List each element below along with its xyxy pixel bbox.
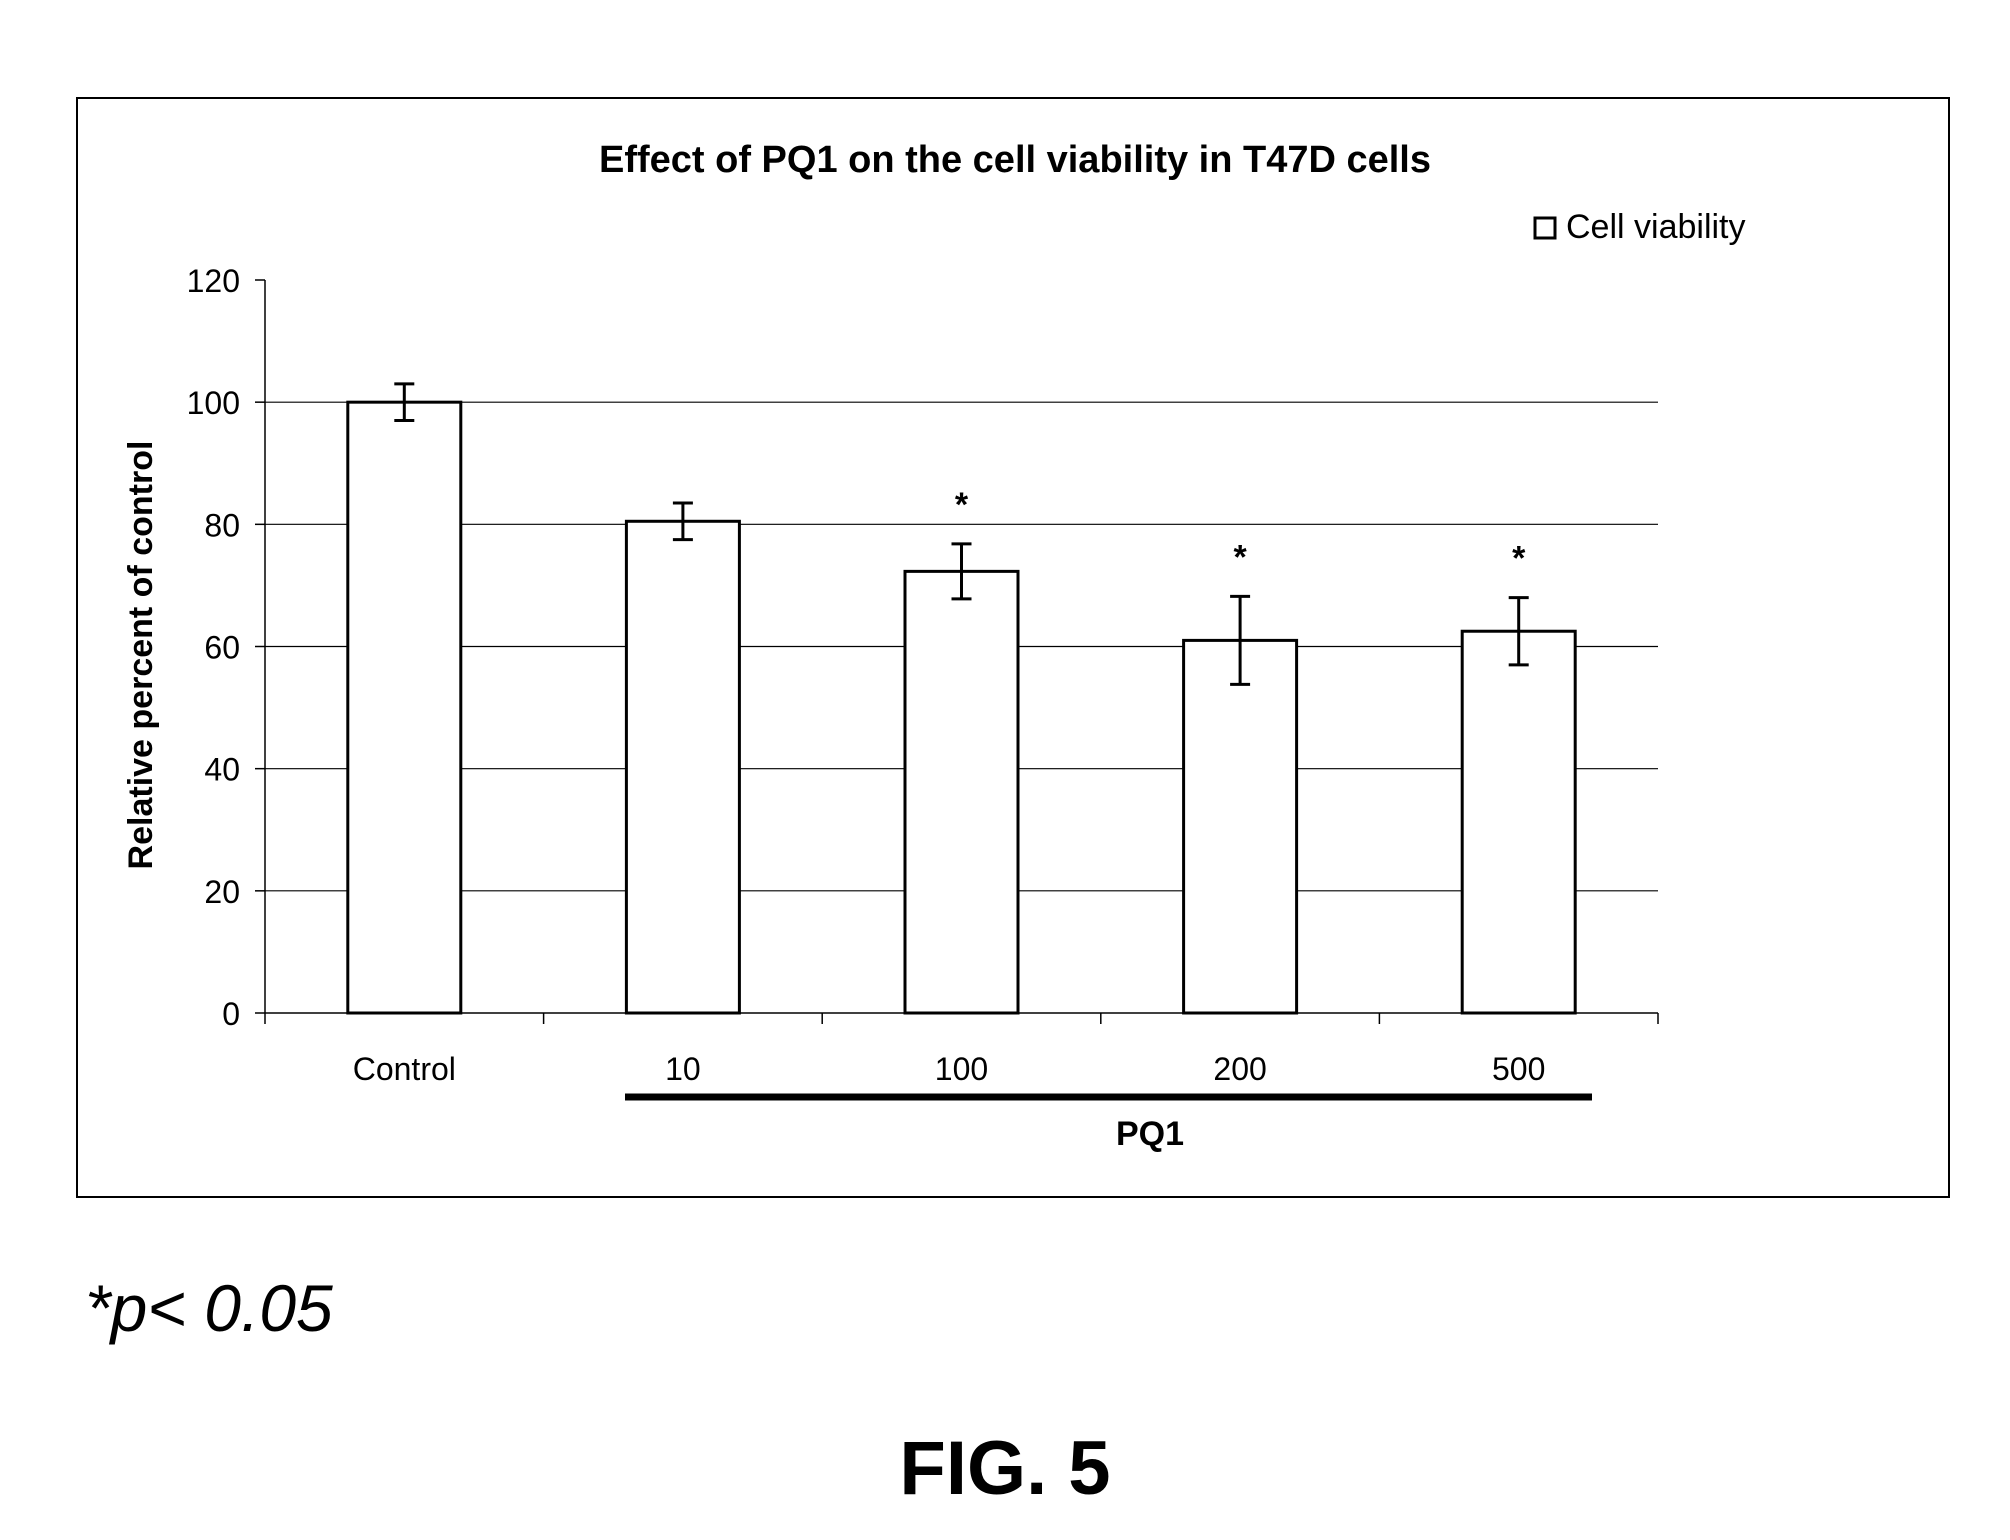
x-tick-label: Control xyxy=(353,1051,456,1087)
y-tick-label: 20 xyxy=(204,874,240,910)
x-tick-label: 500 xyxy=(1492,1051,1545,1087)
legend: Cell viability xyxy=(1535,208,1746,246)
y-tick-label: 120 xyxy=(187,263,240,299)
x-tick-label: 10 xyxy=(665,1051,701,1087)
chart-title: Effect of PQ1 on the cell viability in T… xyxy=(599,139,1431,181)
x-axis-label: PQ1 xyxy=(1116,1115,1184,1153)
y-axis-label: Relative percent of control xyxy=(122,441,160,870)
x-tick-label: 100 xyxy=(935,1051,988,1087)
significance-marker: * xyxy=(1233,538,1247,576)
y-tick-label: 100 xyxy=(187,385,240,421)
y-tick-label: 40 xyxy=(204,752,240,788)
y-tick-label: 60 xyxy=(204,630,240,666)
legend-swatch xyxy=(1535,218,1555,238)
bar-10 xyxy=(626,521,739,1013)
bar-Control xyxy=(348,402,461,1013)
figure-label: FIG. 5 xyxy=(0,1425,2010,1512)
significance-footnote: *p< 0.05 xyxy=(85,1270,333,1346)
significance-marker: * xyxy=(1512,540,1526,578)
y-tick-label: 0 xyxy=(222,996,240,1032)
significance-marker: * xyxy=(955,486,969,524)
bar-500 xyxy=(1462,631,1575,1013)
legend-label: Cell viability xyxy=(1566,208,1746,246)
y-tick-label: 80 xyxy=(204,507,240,543)
bar-200 xyxy=(1184,640,1297,1013)
bar-100 xyxy=(905,571,1018,1013)
x-tick-label: 200 xyxy=(1213,1051,1266,1087)
